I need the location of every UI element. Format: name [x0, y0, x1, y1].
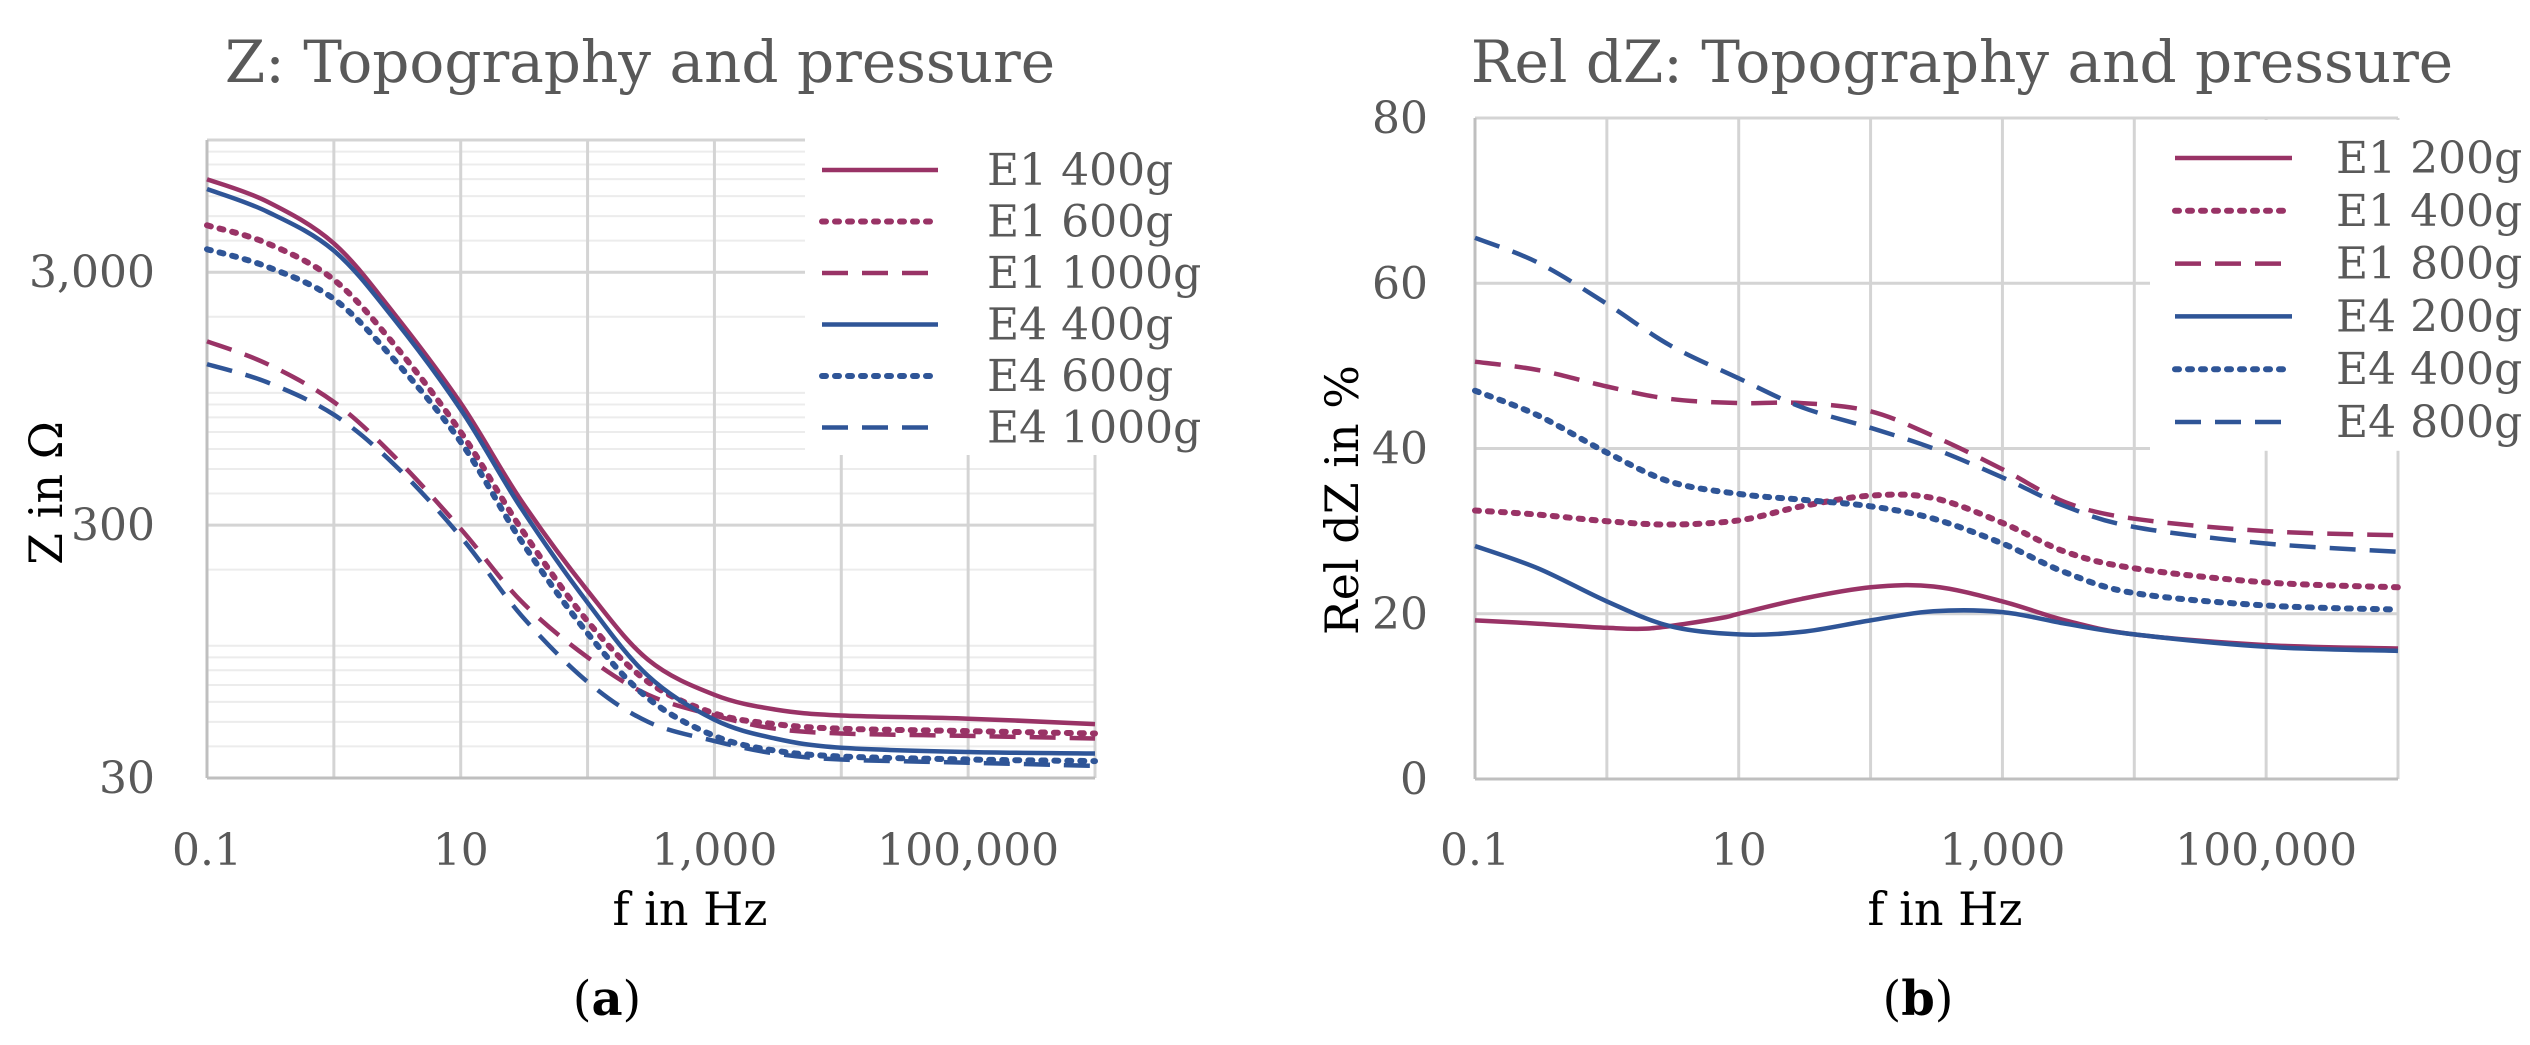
- chart-b-series-e4-400g: [1472, 387, 2401, 613]
- chart-a-legend-label: E4 400g: [987, 300, 1173, 351]
- chart-a-x-tick-label: 10: [433, 825, 489, 876]
- chart-a-y-tick-label: 300: [71, 500, 155, 551]
- chart-b-ylabel: Rel dZ in %: [1315, 365, 1369, 635]
- chart-a-y-tick-label: 3,000: [29, 247, 155, 298]
- chart-b: Rel dZ: Topography and pressure 0.1 10 1,0…: [1315, 28, 2522, 1027]
- chart-b-panel-label: (b): [1882, 971, 1953, 1027]
- chart-b-legend-label: E1 800g: [2336, 239, 2522, 290]
- chart-b-series-e4-200g: [1474, 543, 2399, 654]
- chart-b-x-tick-label: 10: [1711, 825, 1767, 876]
- chart-a-legend-background: [805, 132, 1155, 455]
- chart-b-x-tick-label: 0.1: [1440, 825, 1510, 876]
- chart-b-y-tick-label: 80: [1372, 93, 1428, 144]
- chart-b-title: Rel dZ: Topography and pressure: [1471, 28, 2453, 96]
- chart-a-series-e4-600g: [204, 246, 1098, 765]
- chart-a-title: Z: Topography and pressure: [225, 28, 1055, 96]
- chart-b-y-tick-label: 40: [1372, 424, 1428, 475]
- chart-b-legend-label: E1 200g: [2336, 133, 2522, 184]
- chart-a-x-tick-label: 100,000: [877, 825, 1059, 876]
- chart-b-y-tick-label: 0: [1400, 754, 1428, 805]
- chart-a-legend-label: E1 1000g: [987, 248, 1201, 299]
- chart-a-series-e1-1000g: [206, 339, 1096, 741]
- chart-a-series-e1-600g: [204, 222, 1098, 737]
- chart-a-legend-label: E4 1000g: [987, 403, 1201, 454]
- chart-a-ticks: 0.1 10 1,000 100,000 30 300 3,000: [29, 247, 1059, 876]
- chart-b-legend-label: E4 400g: [2336, 344, 2522, 395]
- chart-a-xlabel: f in Hz: [613, 882, 768, 936]
- chart-a-series-e4-1000g: [206, 361, 1096, 769]
- chart-b-legend-background: [2150, 120, 2458, 451]
- chart-b-y-tick-label: 20: [1372, 589, 1428, 640]
- chart-a-series-e4-400g: [206, 186, 1096, 756]
- chart-a-x-tick-label: 1,000: [651, 825, 777, 876]
- chart-b-legend-label: E4 800g: [2336, 397, 2522, 448]
- chart-a-panel-label: (a): [573, 971, 642, 1027]
- chart-a-ylabel: Z in Ω: [19, 421, 73, 565]
- chart-a-legend-label: E1 600g: [987, 197, 1173, 248]
- chart-b-legend-label: E4 200g: [2336, 291, 2522, 342]
- chart-b-series-e1-800g: [1474, 359, 2399, 538]
- chart-a-series: [204, 177, 1098, 769]
- chart-b-x-tick-label: 100,000: [2175, 825, 2357, 876]
- chart-a-legend-label: E1 400g: [987, 145, 1173, 196]
- chart-b-xlabel: f in Hz: [1868, 882, 2023, 936]
- chart-a-series-e1-400g: [206, 177, 1096, 727]
- chart-b-series-e1-400g: [1472, 491, 2401, 591]
- chart-b-panel-letter: b: [1901, 971, 1935, 1027]
- chart-a: Z: Topography and pressure 0.1 10 1,000 100…: [19, 28, 1201, 1027]
- chart-a-panel-letter: a: [591, 971, 622, 1027]
- chart-b-ticks: 0.1 10 1,000 100,000 0 20 40 60 80: [1372, 93, 2357, 876]
- chart-a-legend-label: E4 600g: [987, 351, 1173, 402]
- chart-a-y-tick-label: 30: [99, 753, 155, 804]
- chart-a-x-tick-label: 0.1: [172, 825, 242, 876]
- chart-b-series-e4-800g: [1474, 235, 2399, 555]
- chart-b-x-tick-label: 1,000: [1939, 825, 2065, 876]
- chart-b-legend-label: E1 400g: [2336, 186, 2522, 237]
- chart-b-series: [1472, 235, 2401, 654]
- chart-b-y-tick-label: 60: [1372, 258, 1428, 309]
